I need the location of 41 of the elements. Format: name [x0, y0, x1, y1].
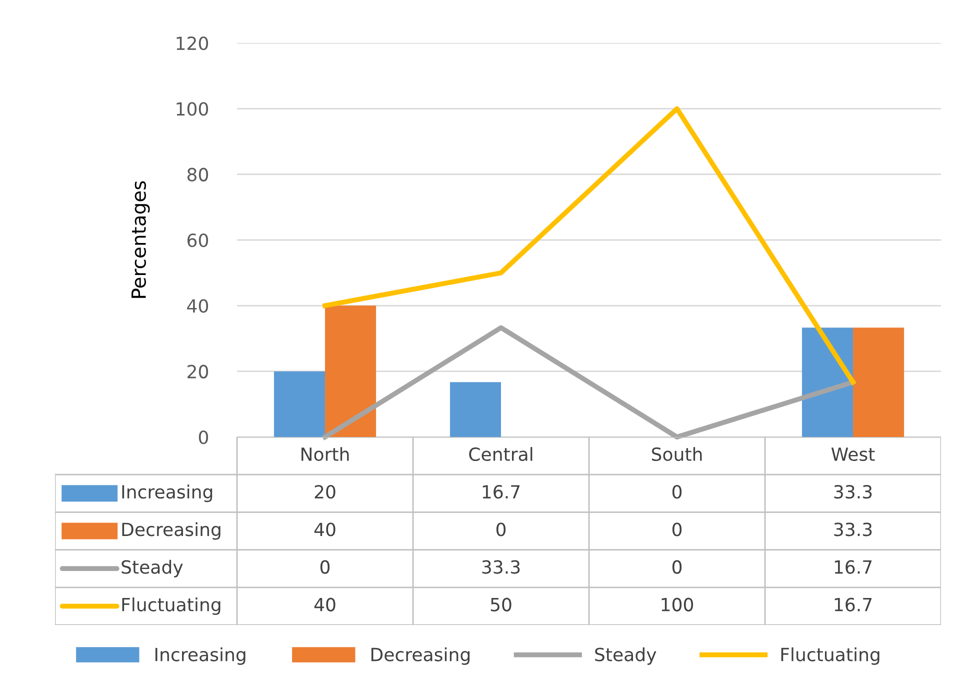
bar	[325, 306, 376, 437]
legend-label: Fluctuating	[122, 597, 220, 615]
data-label: 40	[314, 598, 336, 612]
y-tick-label: 40	[187, 299, 208, 313]
data-label: 40	[314, 522, 336, 536]
data-label: 0	[320, 560, 330, 574]
bar	[853, 328, 904, 437]
text: Decreasing	[371, 647, 470, 665]
y-tick-label: 80	[187, 168, 208, 182]
bar	[450, 382, 501, 437]
data-label: 0	[672, 484, 682, 499]
x-tick-label: North	[302, 447, 349, 462]
data-label: 20	[314, 484, 336, 499]
data-label: 50	[490, 598, 512, 612]
y-tick-label: 0	[198, 430, 208, 444]
y-tick-label: 120	[176, 36, 208, 50]
bar	[274, 371, 325, 437]
data-label: 16.7	[482, 484, 520, 499]
text: Increasing	[155, 647, 246, 665]
text: Steady	[595, 647, 656, 665]
data-label: 33.3	[834, 484, 872, 499]
y-tick-label: 60	[188, 233, 208, 248]
data-label: 0	[672, 560, 682, 574]
data-label: 0	[496, 522, 506, 536]
x-tick-label: South	[652, 447, 702, 462]
x-tick-label: West	[831, 448, 875, 462]
y-tick-label: 20	[188, 364, 208, 378]
data-label: 33.3	[834, 522, 872, 536]
x-tick-label: Central	[469, 447, 532, 462]
data-label: 100	[662, 598, 694, 612]
data-label: 0	[672, 522, 682, 536]
data-label: 16.7	[834, 560, 872, 574]
legend-label: Decreasing	[122, 522, 220, 540]
text: Fluctuating	[781, 647, 880, 665]
line-series	[322, 106, 856, 385]
legend-label: Steady	[122, 560, 183, 578]
data-label: 16.7	[834, 598, 872, 612]
y-tick-label: 100	[176, 102, 208, 116]
legend-label: Increasing	[122, 484, 212, 502]
y-axis-title: Percentages	[132, 181, 150, 298]
data-label: 33.3	[482, 560, 520, 574]
